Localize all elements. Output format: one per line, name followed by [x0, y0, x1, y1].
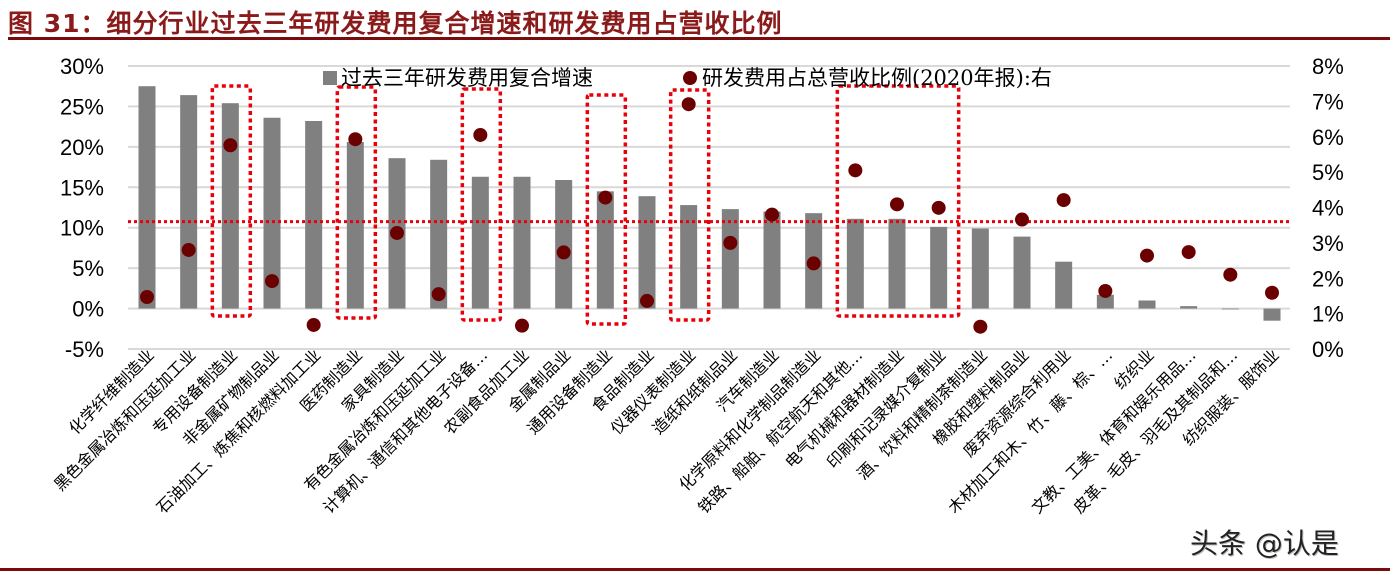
data-dot [1223, 267, 1238, 282]
bar [846, 218, 864, 309]
title-divider [8, 37, 1390, 40]
data-dot [348, 132, 363, 147]
bar [888, 218, 906, 309]
bar [430, 159, 448, 309]
data-dot [681, 97, 696, 112]
highlight-box [210, 84, 253, 318]
data-dot [723, 235, 738, 250]
bar [138, 86, 156, 309]
bar [1013, 236, 1031, 309]
legend-dot-label: 研发费用占总营收比例(2020年报):右 [702, 66, 1052, 90]
highlight-box [335, 85, 378, 320]
left-axis-tick: 15% [60, 175, 104, 200]
data-dot [140, 289, 154, 304]
data-dot [806, 256, 821, 271]
bar [763, 211, 781, 309]
data-dot [765, 207, 779, 222]
bar [471, 176, 489, 309]
bar [1180, 306, 1198, 309]
data-dot [848, 163, 863, 178]
data-dot [306, 317, 321, 332]
bar [1263, 308, 1281, 321]
legend-bar-swatch-icon [323, 71, 337, 85]
bar [638, 196, 656, 309]
data-dot [1056, 193, 1071, 208]
data-dot [931, 200, 946, 215]
left-axis-tick: 5% [72, 256, 104, 281]
legend-dot-swatch-icon [683, 71, 697, 85]
data-dot [431, 287, 446, 302]
right-axis-tick: 7% [1312, 89, 1344, 114]
highlight-box [668, 88, 711, 322]
left-axis-tick: 0% [72, 297, 104, 322]
right-axis-tick: 4% [1312, 196, 1344, 221]
data-dot [973, 319, 988, 334]
right-axis-tick: 3% [1312, 231, 1344, 256]
dot-series [140, 97, 1279, 334]
legend-bar-label: 过去三年研发费用复合增速 [341, 66, 593, 90]
data-dot [1181, 245, 1196, 260]
right-axis-tick: 5% [1312, 160, 1344, 185]
right-axis-ticks: 0% 1% 2% 3% 4% 5% 6% 7% 8% [1312, 54, 1344, 362]
data-dot [223, 138, 238, 153]
bar [1221, 308, 1239, 310]
legend: 过去三年研发费用复合增速 研发费用占总营收比例(2020年报):右 [323, 66, 1052, 90]
data-dot [1265, 285, 1279, 300]
bar [221, 103, 239, 309]
data-dot [556, 245, 571, 260]
data-dot [515, 318, 529, 333]
right-axis-tick: 0% [1312, 337, 1344, 362]
data-dot [390, 225, 404, 240]
highlight-box [835, 84, 961, 318]
bar [180, 95, 198, 309]
right-axis-tick: 2% [1312, 266, 1344, 291]
left-axis-tick: 10% [60, 216, 104, 241]
bar [1096, 294, 1114, 309]
bar [721, 209, 739, 309]
bar [513, 176, 531, 309]
right-axis-tick: 1% [1312, 302, 1344, 327]
left-axis-tick: -5% [65, 337, 104, 362]
left-axis-ticks: -5% 0% 5% 10% 15% 20% 25% 30% [60, 54, 104, 362]
data-dot [265, 274, 279, 289]
bar-series [138, 86, 1281, 321]
bar [680, 205, 698, 309]
highlight-boxes [210, 84, 961, 326]
right-axis-tick: 8% [1312, 54, 1344, 79]
bar [596, 191, 614, 309]
data-dot [181, 242, 196, 257]
bar [971, 228, 989, 309]
data-dot [890, 197, 904, 212]
data-dot [1015, 212, 1029, 227]
figure-title: 图 31：细分行业过去三年研发费用复合增速和研发费用占营收比例 [8, 9, 783, 38]
bottom-divider [0, 568, 1390, 571]
left-axis-tick: 30% [60, 54, 104, 79]
bar [1138, 300, 1156, 309]
highlight-box [460, 87, 503, 322]
category-labels: 化学纤维制造业黑色金属冶炼和压延加工业专用设备制造业非金属矿物制品业石油加工、炼… [50, 345, 1283, 517]
bar [1055, 261, 1073, 309]
data-dot [1098, 283, 1113, 298]
left-axis-tick: 25% [60, 94, 104, 119]
bar [305, 120, 323, 309]
left-axis-tick: 20% [60, 135, 104, 160]
bar [346, 142, 364, 309]
data-dot [1140, 248, 1154, 263]
bar [263, 117, 281, 309]
bar [555, 180, 573, 309]
bar [930, 226, 948, 309]
highlight-box [585, 93, 628, 326]
right-axis-tick: 6% [1312, 125, 1344, 150]
data-dot [473, 127, 488, 142]
data-dot [598, 190, 613, 205]
data-dot [640, 293, 654, 308]
watermark: 头条 @认是 [1190, 527, 1339, 560]
